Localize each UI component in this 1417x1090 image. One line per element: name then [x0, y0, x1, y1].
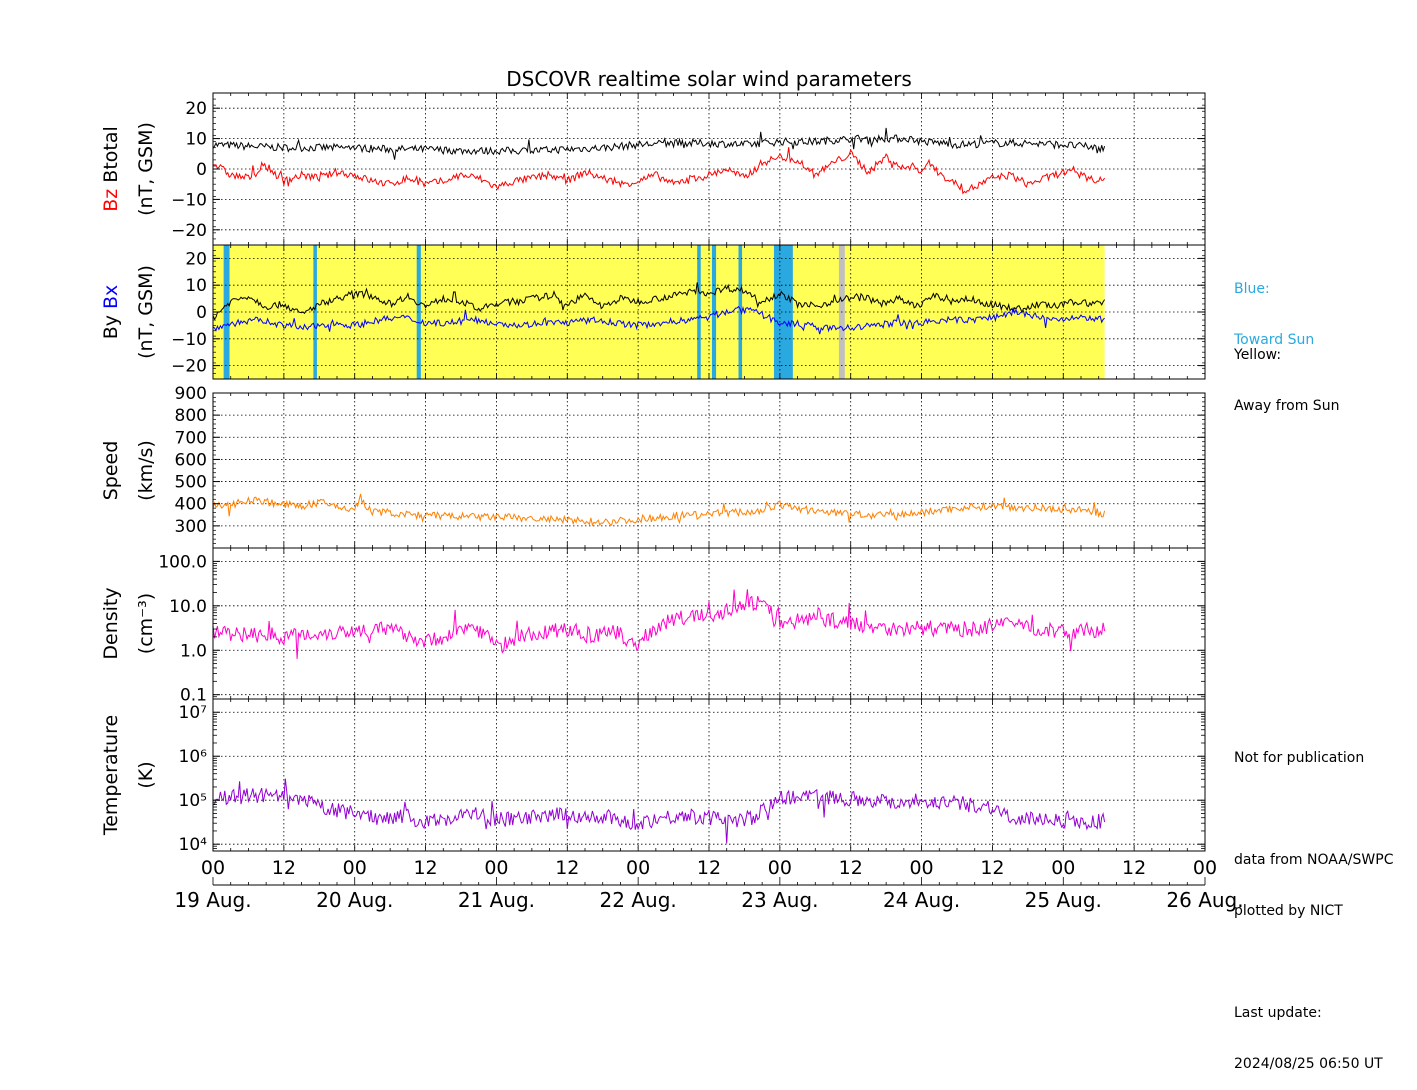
y-tick-label: −20	[171, 221, 207, 241]
y-axis-label-part: Bz	[100, 189, 122, 212]
y-axis-label: Density	[100, 587, 122, 659]
y-axis-label: By Bx	[100, 285, 122, 340]
y-tick-label: 400	[175, 495, 207, 515]
y-axis-label: Speed	[100, 441, 122, 501]
toward-sun-band	[223, 245, 230, 379]
toward-sun-band	[313, 245, 317, 379]
y-tick-label: 20	[185, 99, 207, 119]
y-tick-label: 900	[175, 384, 207, 404]
panel-btotal_bz: −20 −10 0 10 20 (nT, GSM) Bz Btotal	[100, 92, 1206, 246]
y-tick-label: 10⁶	[179, 747, 208, 767]
direction-legend: Blue: Toward Sun	[1234, 247, 1314, 366]
series-line-bz	[212, 147, 1106, 195]
y-tick-label: 500	[175, 473, 207, 493]
panel-density: 0.1 1.0 10.0 100.0 (cm⁻³) Density	[100, 547, 1206, 706]
y-tick-label: 0.1	[180, 686, 207, 706]
time-axis: 00 12 00 12 00 12 00 12 00 12 00 12 00 12 00 19 Aug. 20 …	[174, 857, 1243, 912]
y-tick-label: 100.0	[158, 552, 207, 572]
date-label: 21 Aug.	[458, 888, 535, 912]
y-tick-label: 0	[196, 303, 207, 323]
time-tick-label: 12	[413, 857, 437, 879]
y-axis-label: Temperature	[100, 715, 122, 836]
time-tick-label: 12	[272, 857, 296, 879]
series-line-speed	[212, 493, 1106, 527]
date-label: 22 Aug.	[600, 888, 677, 912]
time-tick-label: 12	[1122, 857, 1146, 879]
toward-sun-band	[773, 245, 793, 379]
legend-blue-title: Blue:	[1234, 281, 1270, 297]
y-axis-unit-label: (K)	[135, 761, 157, 788]
date-label: 26 Aug.	[1166, 888, 1243, 912]
y-axis-unit-label: (km/s)	[135, 440, 157, 501]
y-axis-unit-label: (cm⁻³)	[135, 593, 157, 654]
time-tick-label: 00	[909, 857, 933, 879]
y-tick-label: 10.0	[169, 597, 207, 617]
y-tick-label: 0	[196, 160, 207, 180]
y-tick-label: 10⁵	[179, 791, 207, 811]
series-line-btotal	[212, 127, 1106, 160]
y-tick-label: 600	[175, 450, 207, 470]
last-update-value: 2024/08/25 06:50 UT	[1234, 1056, 1383, 1072]
series-line-density	[212, 589, 1106, 659]
time-tick-label: 12	[839, 857, 863, 879]
legend-yellow-desc: Away from Sun	[1234, 398, 1340, 414]
solar-wind-chart: DSCOVR realtime solar wind parameters −2…	[100, 67, 1244, 912]
panel-temperature: 10⁴ 10⁵ 10⁶ 10⁷ (K) Temperature	[100, 698, 1206, 855]
y-tick-label: 300	[175, 517, 207, 537]
time-tick-label: 00	[1051, 857, 1075, 879]
chart-title: DSCOVR realtime solar wind parameters	[506, 67, 912, 91]
time-tick-label: 00	[484, 857, 508, 879]
toward-sun-band	[416, 245, 421, 379]
notes-block: Not for publication data from NOAA/SWPC …	[1234, 716, 1393, 1090]
y-axis-label: Bz Btotal	[100, 126, 122, 212]
not-for-publication-note: Not for publication	[1234, 750, 1365, 766]
date-label: 24 Aug.	[883, 888, 960, 912]
date-label: 23 Aug.	[741, 888, 818, 912]
y-axis-label-part: Btotal	[100, 126, 122, 189]
y-tick-label: 10⁴	[179, 835, 208, 855]
y-tick-label: −10	[171, 190, 207, 210]
away-from-sun-background	[213, 245, 1105, 379]
series-line-by	[212, 282, 1106, 321]
y-axis-label-part: By	[100, 315, 122, 339]
time-tick-label: 12	[555, 857, 579, 879]
legend-yellow-title: Yellow:	[1234, 347, 1282, 363]
time-tick-label: 12	[697, 857, 721, 879]
y-tick-label: 10	[185, 276, 207, 296]
date-label: 25 Aug.	[1025, 888, 1102, 912]
plotted-by-note: plotted by NICT	[1234, 903, 1343, 919]
series-line-temperature	[212, 778, 1106, 844]
y-tick-label: −10	[171, 330, 207, 350]
panel-bx_by: −20 −10 0 10 20 (nT, GSM) By Bx	[100, 244, 1206, 380]
y-tick-label: 10	[185, 130, 207, 150]
series-line-bx	[212, 305, 1105, 335]
date-label: 20 Aug.	[316, 888, 393, 912]
date-label: 19 Aug.	[174, 888, 251, 912]
toward-sun-band	[738, 245, 743, 379]
time-tick-label: 00	[626, 857, 650, 879]
time-tick-label: 00	[343, 857, 367, 879]
time-tick-label: 00	[768, 857, 792, 879]
time-tick-label: 00	[1193, 857, 1217, 879]
toward-sun-band	[697, 245, 701, 379]
y-tick-label: 20	[185, 249, 207, 269]
y-axis-unit-label: (nT, GSM)	[135, 265, 157, 359]
y-tick-label: 10⁷	[179, 703, 208, 723]
y-axis-label-part: Bx	[100, 285, 122, 315]
direction-legend-yellow: Yellow: Away from Sun	[1234, 313, 1339, 432]
y-tick-label: −20	[171, 357, 207, 377]
legend-blue-desc: Toward Sun	[1234, 332, 1315, 348]
last-update-label: Last update:	[1234, 1005, 1322, 1021]
y-tick-label: 700	[175, 428, 207, 448]
time-tick-label: 12	[980, 857, 1004, 879]
chart-panels: −20 −10 0 10 20 (nT, GSM) Bz Btotal −20 −10 0 10 20…	[100, 92, 1206, 855]
data-source-note: data from NOAA/SWPC	[1234, 852, 1394, 868]
y-axis-unit-label: (nT, GSM)	[135, 122, 157, 216]
y-tick-label: 800	[175, 406, 207, 426]
time-tick-label: 00	[201, 857, 225, 879]
y-tick-label: 1.0	[180, 641, 207, 661]
